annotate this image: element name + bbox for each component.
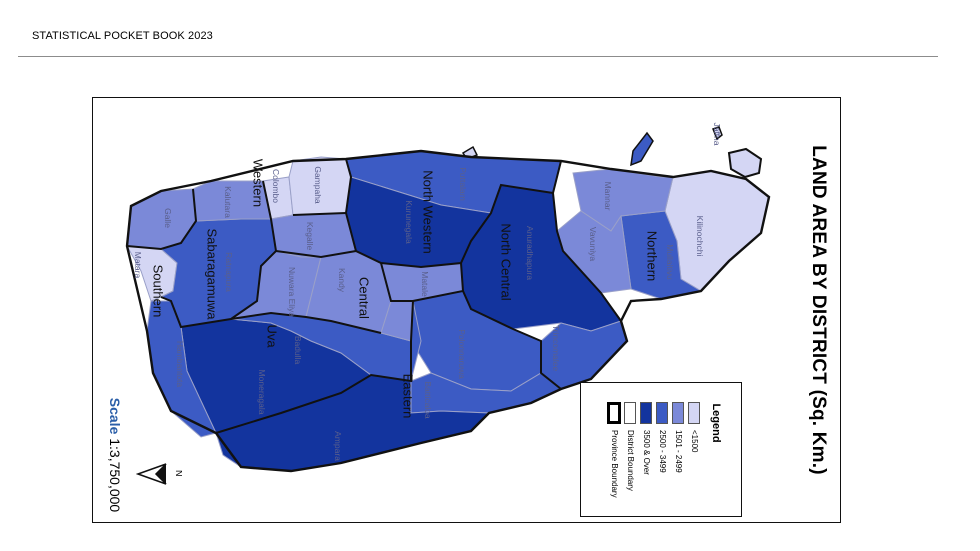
- legend-box: [580, 382, 742, 517]
- legend-label-province-boundary: Province Boundary: [610, 430, 619, 498]
- legend-label-lt1500: <1500: [690, 430, 699, 453]
- province-boundary: [462, 290, 562, 390]
- province-boundary: [215, 262, 465, 434]
- district-area-gampaha: [288, 156, 352, 216]
- scale-value: 1:3,750,000: [107, 438, 123, 513]
- legend-swatch-district-boundary: [624, 402, 636, 424]
- legend-label-district-boundary: District Boundary: [626, 430, 635, 491]
- province-boundary: [275, 250, 357, 259]
- header-divider: [18, 56, 938, 57]
- province-boundary: [344, 158, 562, 269]
- mannar-island: [630, 131, 654, 167]
- coastline: [125, 149, 771, 473]
- province-boundary: [230, 180, 278, 320]
- district-area-kalutara: [192, 180, 272, 222]
- north-arrow-icon: N: [136, 463, 182, 485]
- legend-label-1501-2499: 1501 - 2499: [674, 430, 683, 473]
- page-header-title: STATISTICAL POCKET BOOK 2023: [32, 30, 213, 42]
- jaffna-peninsula: [727, 147, 763, 179]
- province-boundary: [160, 296, 382, 334]
- legend-title: Legend: [710, 403, 722, 443]
- province-boundary: [552, 192, 622, 322]
- province-boundary: [380, 262, 413, 302]
- legend-swatch-1501-2499: [672, 402, 684, 424]
- legend-label-2500-3499: 2500 - 3499: [658, 430, 667, 473]
- north-label: N: [174, 470, 182, 477]
- scale-label: Scale: [107, 397, 123, 435]
- province-boundary: [126, 188, 198, 251]
- district-area-kegalle: [270, 212, 357, 258]
- legend-label-3500-over: 3500 & Over: [642, 430, 651, 475]
- map-scale: Scale 1:3,750,000: [107, 398, 123, 512]
- province-boundary: [292, 212, 347, 216]
- legend-swatch-3500-over: [640, 402, 652, 424]
- legend-swatch-2500-3499: [656, 402, 668, 424]
- legend-swatch-lt1500: [688, 402, 700, 424]
- district-map: [125, 126, 771, 473]
- district-area-mullaitivu: [620, 210, 703, 300]
- delft-island: [712, 126, 723, 141]
- legend-swatch-province-boundary: [607, 402, 621, 424]
- map-title: LAND AREA BY DISTRICT (Sq. Km.): [808, 145, 829, 475]
- map-frame: [92, 97, 841, 523]
